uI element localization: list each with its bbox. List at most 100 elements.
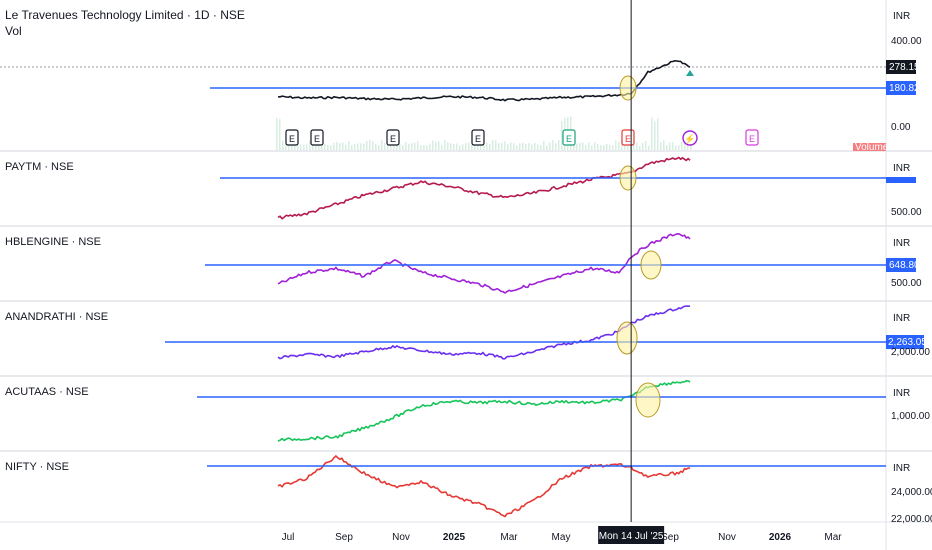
time-axis-label: Nov: [718, 532, 736, 543]
currency-label: INR: [893, 11, 910, 22]
series-line-6: [277, 455, 691, 518]
time-axis-label: Jul: [282, 532, 295, 543]
earnings-marker-icon[interactable]: [745, 129, 759, 146]
volume-bar: [321, 144, 323, 150]
volume-bar: [579, 142, 581, 150]
event-marker-label: ⚡: [684, 133, 695, 145]
volume-bar: [345, 144, 347, 150]
volume-bar: [510, 142, 512, 150]
volume-bar: [519, 143, 521, 150]
volume-bar: [405, 141, 407, 150]
volume-bar: [576, 143, 578, 150]
volume-bar: [408, 143, 410, 150]
volume-bar: [423, 145, 425, 150]
volume-bar: [471, 145, 473, 150]
volume-bar: [573, 144, 575, 150]
highlight-ellipse[interactable]: [635, 382, 661, 418]
hline-price-label: 2,263.05: [888, 337, 927, 348]
volume-bar: [372, 141, 374, 150]
volume-bar: [369, 140, 371, 150]
volume-bar: [279, 118, 281, 150]
volume-bar: [300, 144, 302, 150]
chart-title: Le Travenues Technology Limited · 1D · N…: [5, 8, 245, 22]
currency-label: INR: [893, 313, 910, 324]
volume-bar: [588, 142, 590, 150]
volume-bar: [312, 143, 314, 150]
last-price-box: [886, 60, 916, 74]
volume-bar: [387, 143, 389, 150]
event-marker-label: E: [314, 134, 320, 144]
dividend-marker-icon[interactable]: [682, 130, 698, 146]
hline-price-box: [886, 81, 916, 95]
currency-label: INR: [893, 238, 910, 249]
volume-bar: [516, 145, 518, 150]
volume-bar: [282, 140, 284, 150]
volume-bar: [690, 143, 692, 150]
highlight-ellipse[interactable]: [616, 321, 638, 355]
price-tick: 22,000.00: [891, 514, 932, 525]
pane-symbol-label: ANANDRATHI · NSE: [5, 311, 108, 323]
volume-bar: [681, 141, 683, 150]
volume-bar: [648, 145, 650, 150]
earnings-marker-icon[interactable]: [285, 129, 299, 146]
volume-bar: [459, 145, 461, 150]
earnings-marker-icon[interactable]: [471, 129, 485, 146]
earnings-marker-icon[interactable]: [562, 129, 576, 146]
earnings-marker-icon[interactable]: [310, 129, 324, 146]
volume-bar: [498, 142, 500, 150]
volume-bar: [297, 142, 299, 150]
volume-bar: [594, 142, 596, 150]
volume-bar: [462, 144, 464, 150]
highlight-ellipse[interactable]: [619, 75, 637, 101]
volume-bar: [291, 145, 293, 150]
time-axis-label: Sep: [661, 532, 679, 543]
volume-bar: [336, 142, 338, 150]
volume-bar: [651, 117, 653, 150]
earnings-marker-icon[interactable]: [386, 129, 400, 146]
volume-bar: [351, 145, 353, 150]
volume-bar: [327, 144, 329, 150]
volume-bar: [666, 144, 668, 150]
volume-bar: [486, 142, 488, 150]
event-marker-label: E: [566, 134, 572, 144]
volume-bar: [513, 143, 515, 150]
volume-bar: [354, 143, 356, 150]
volume-bar: [615, 140, 617, 150]
volume-bar: [447, 142, 449, 150]
volume-bar: [678, 145, 680, 150]
volume-bar: [624, 142, 626, 150]
volume-bar: [453, 143, 455, 150]
price-tick: 500.00: [891, 207, 922, 218]
time-axis-label: May: [552, 532, 571, 543]
highlight-ellipse[interactable]: [619, 165, 637, 191]
time-axis-label: Mar: [824, 532, 842, 543]
volume-bar: [561, 121, 563, 150]
volume-bar: [543, 140, 545, 150]
volume-bar: [366, 141, 368, 150]
volume-bar: [333, 143, 335, 150]
pane-symbol-label: ACUTAAS · NSE: [5, 386, 89, 398]
hline-price-box: [886, 258, 916, 272]
volume-bar: [618, 141, 620, 150]
volume-bar: [600, 145, 602, 150]
pane-symbol-label: HBLENGINE · NSE: [5, 236, 101, 248]
volume-bar: [441, 144, 443, 150]
volume-bar: [303, 144, 305, 150]
currency-label: INR: [893, 463, 910, 474]
volume-bar: [645, 141, 647, 150]
volume-bar: [639, 145, 641, 150]
volume-bar: [528, 142, 530, 150]
volume-bar: [480, 143, 482, 150]
highlight-ellipse[interactable]: [640, 250, 662, 280]
price-tick: 0.00: [891, 122, 911, 133]
volume-bar: [591, 145, 593, 150]
volume-bar: [612, 145, 614, 150]
volume-bar: [393, 142, 395, 150]
hline-price-label: 648.80: [889, 260, 920, 271]
volume-bar: [375, 143, 377, 150]
volume-bar: [672, 142, 674, 150]
volume-bar: [582, 142, 584, 150]
volume-bar: [342, 142, 344, 150]
volume-bar: [474, 143, 476, 150]
